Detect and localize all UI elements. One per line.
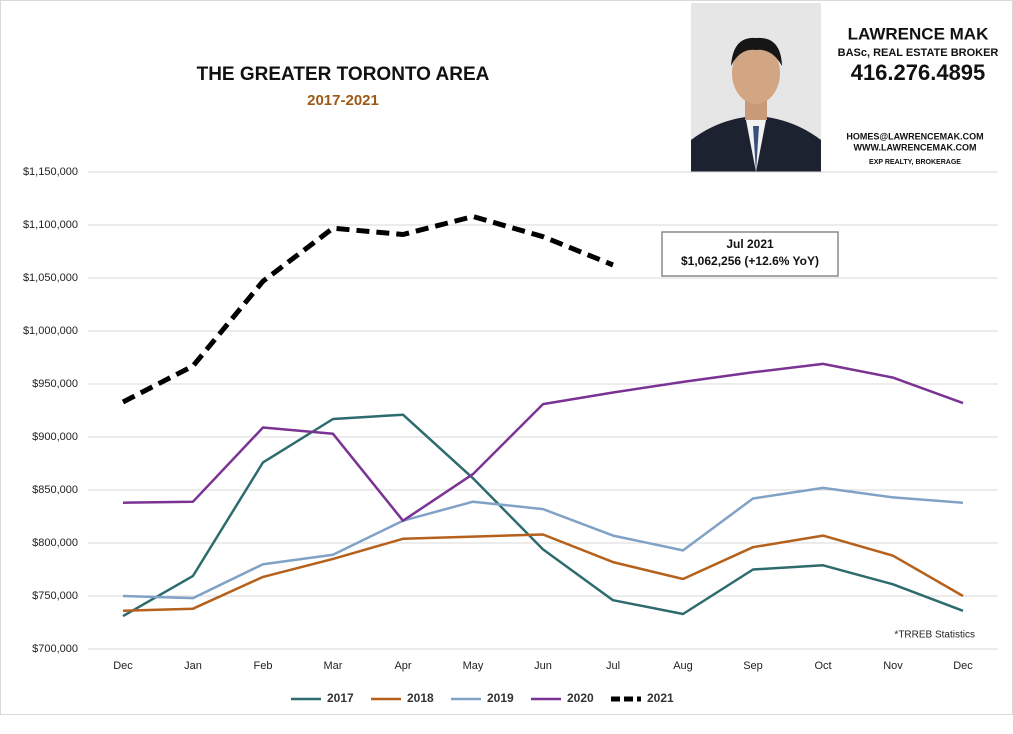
agent-name: LAWRENCE MAK <box>848 24 989 43</box>
legend-label: 2018 <box>407 691 434 705</box>
chart-border <box>0 0 1013 715</box>
x-tick-label: Apr <box>394 660 411 672</box>
x-tick-label: Jan <box>184 660 202 672</box>
y-tick-label: $900,000 <box>32 431 78 443</box>
chart-subtitle: 2017-2021 <box>307 92 379 109</box>
x-tick-label: Aug <box>673 660 693 672</box>
x-tick-label: Dec <box>113 660 133 672</box>
callout-box <box>661 231 839 277</box>
y-tick-label: $950,000 <box>32 378 78 390</box>
legend-label: 2019 <box>487 691 514 705</box>
x-tick-label: Dec <box>953 660 973 672</box>
callout-title: Jul 2021 <box>726 237 774 251</box>
y-tick-label: $1,100,000 <box>23 219 78 231</box>
legend-label: 2017 <box>327 691 354 705</box>
x-tick-label: Oct <box>814 660 831 672</box>
y-tick-label: $1,050,000 <box>23 272 78 284</box>
y-tick-label: $750,000 <box>32 590 78 602</box>
series-line <box>122 362 964 522</box>
x-tick-label: Jul <box>606 660 620 672</box>
agent-brokerage: EXP REALTY, BROKERAGE <box>869 159 961 166</box>
x-tick-label: Mar <box>324 660 343 672</box>
agent-website: WWW.LAWRENCEMAK.COM <box>854 142 977 152</box>
agent-photo <box>691 3 821 172</box>
y-tick-label: $850,000 <box>32 484 78 496</box>
y-tick-label: $1,150,000 <box>23 166 78 178</box>
legend-label: 2021 <box>647 691 674 705</box>
series-line <box>122 413 964 618</box>
series-line <box>122 533 964 613</box>
y-tick-label: $800,000 <box>32 537 78 549</box>
callout: Jul 2021 $1,062,256 (+12.6% YoY) <box>661 231 839 277</box>
x-tick-label: May <box>463 660 484 672</box>
source-note: *TRREB Statistics <box>894 630 975 641</box>
chart-title: THE GREATER TORONTO AREA <box>197 64 490 85</box>
x-tick-label: Nov <box>883 660 903 672</box>
agent-email: HOMES@LAWRENCEMAK.COM <box>846 131 983 141</box>
x-tick-label: Jun <box>534 660 552 672</box>
callout-text: $1,062,256 (+12.6% YoY) <box>681 254 819 268</box>
series-line <box>121 214 614 405</box>
agent-role: BASc, REAL ESTATE BROKER <box>838 47 999 59</box>
agent-phone: 416.276.4895 <box>851 60 986 85</box>
x-tick-label: Sep <box>743 660 763 672</box>
x-tick-label: Feb <box>254 660 273 672</box>
legend-label: 2020 <box>567 691 594 705</box>
y-tick-label: $1,000,000 <box>23 325 78 337</box>
series-line <box>122 486 964 600</box>
y-tick-label: $700,000 <box>32 643 78 655</box>
